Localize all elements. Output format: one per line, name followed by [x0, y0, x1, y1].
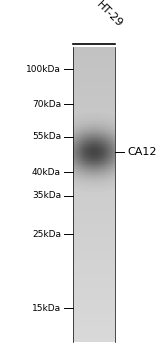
Text: 70kDa: 70kDa	[32, 100, 61, 109]
Text: 15kDa: 15kDa	[32, 304, 61, 313]
Text: 55kDa: 55kDa	[32, 132, 61, 141]
Text: HT-29: HT-29	[94, 0, 124, 29]
Text: 100kDa: 100kDa	[26, 64, 61, 74]
Text: CA12: CA12	[127, 147, 156, 157]
Text: 25kDa: 25kDa	[32, 230, 61, 239]
Text: 40kDa: 40kDa	[32, 168, 61, 177]
Text: 35kDa: 35kDa	[32, 191, 61, 201]
